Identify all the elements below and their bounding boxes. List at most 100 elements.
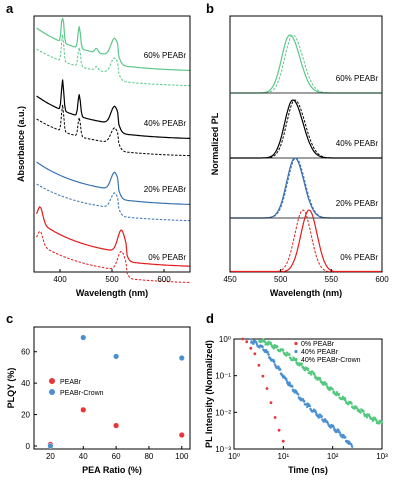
- decay-point-1: [249, 338, 252, 341]
- panel-b: b 60% PEABr 40% PEABr 20% PEABr 0% PEABr 45…: [206, 1, 389, 298]
- pl-line-solid-3: [230, 209, 382, 273]
- x-axis-label-d: Time (ns): [288, 465, 328, 475]
- legend-marker-d-1: [294, 349, 298, 354]
- decay-point-1: [351, 445, 354, 448]
- plqy-point-peabr: [178, 432, 185, 439]
- x-tick-label-c: 80: [144, 452, 153, 461]
- y-axis-label-c: PLQY (%): [6, 368, 16, 409]
- decay-point-2: [359, 411, 362, 414]
- legend-marker-crown: [49, 389, 55, 395]
- decay-point-1: [350, 443, 353, 446]
- pl-series-label-1: 40% PEABr: [336, 139, 379, 148]
- decay-point-2: [331, 388, 334, 391]
- legend-c: PEABr PEABr-Crown: [49, 378, 104, 397]
- x-tick-label-d: 10¹: [278, 452, 290, 461]
- decay-point-0: [257, 363, 261, 367]
- pl-series-label-0: 60% PEABr: [336, 74, 379, 83]
- decay-point-1: [344, 436, 347, 439]
- x-axis-label-a: Wavelength (nm): [76, 288, 148, 298]
- absorbance-series-label-0: 60% PEABr: [144, 51, 187, 60]
- plqy-point-crown: [113, 353, 120, 360]
- decay-point-2: [347, 403, 350, 406]
- decay-point-1: [320, 415, 323, 418]
- panel-label-d: d: [206, 311, 214, 326]
- decay-point-1: [302, 398, 305, 401]
- absorbance-series-label-3: 0% PEABr: [148, 253, 186, 262]
- y-tick-label-d: 10⁻¹: [215, 372, 231, 381]
- decay-point-2: [307, 367, 310, 370]
- absorbance-line-solid-2: [36, 161, 190, 205]
- x-tick-label-c: 40: [79, 452, 88, 461]
- x-tick-label-b: 500: [274, 275, 288, 284]
- x-tick-label-d: 10²: [327, 452, 339, 461]
- decay-point-2: [365, 416, 369, 419]
- x-tick-label-c: 20: [46, 452, 55, 461]
- decay-point-0: [269, 401, 273, 404]
- panel-a: a 60% PEABr 40% PEABr 20% PEABr 0% PEABr 40…: [6, 1, 191, 298]
- x-tick-label-a: 600: [157, 275, 171, 284]
- decay-point-2: [269, 341, 272, 344]
- plqy-point-crown: [47, 443, 54, 450]
- absorbance-series-labels: 60% PEABr 40% PEABr 20% PEABr 0% PEABr: [144, 51, 187, 262]
- decay-point-2: [302, 365, 305, 369]
- plqy-point-peabr: [113, 422, 120, 429]
- legend-marker-peabr: [49, 378, 55, 384]
- decay-point-1: [266, 351, 270, 354]
- decay-point-0: [249, 346, 253, 350]
- x-tick-label-d: 10⁰: [228, 452, 240, 461]
- plot-frame-c: [33, 326, 191, 450]
- decay-point-2: [276, 345, 279, 348]
- decay-point-2: [318, 377, 322, 380]
- decay-point-0: [241, 337, 245, 341]
- decay-point-2: [301, 363, 304, 366]
- decay-point-1: [334, 428, 337, 431]
- decay-point-1: [252, 342, 255, 345]
- plqy-point-crown: [178, 355, 185, 362]
- y-tick-label-d: 10⁻²: [215, 408, 231, 417]
- panel-label-a: a: [6, 1, 14, 16]
- decay-point-2: [310, 373, 313, 376]
- decay-point-2: [335, 391, 339, 394]
- y-tick-label-d: 10⁻³: [215, 445, 231, 454]
- pl-line-solid-1: [230, 99, 382, 159]
- absorbance-line-dashed-3: [36, 230, 190, 283]
- absorbance-line-solid-3: [36, 206, 190, 267]
- decay-point-1: [332, 426, 335, 429]
- decay-point-2: [380, 421, 384, 424]
- decay-point-2: [319, 379, 322, 382]
- legend-label-d-2: 40% PEABr-Crown: [301, 357, 361, 364]
- plqy-points: [47, 334, 185, 450]
- x-tick-label-a: 500: [105, 275, 119, 284]
- pl-curves: [230, 34, 382, 273]
- ticks-d: 10⁰ 10⁰ 10¹ 10⁻¹ 10² 10⁻² 10³ 10⁻³: [215, 335, 388, 461]
- y-axis-label-b: Normalized PL: [210, 112, 220, 175]
- decay-point-1: [288, 382, 292, 385]
- decay-point-2: [314, 375, 317, 378]
- y-axis-label-a: Absorbance (a.u.): [16, 106, 26, 182]
- plqy-point-peabr: [80, 406, 87, 413]
- legend-label-d-1: 40% PEABr: [301, 349, 339, 356]
- plot-frame-b: [229, 15, 383, 273]
- decay-point-2: [362, 410, 365, 413]
- decay-point-1: [291, 385, 294, 388]
- absorbance-series-label-2: 20% PEABr: [144, 185, 187, 194]
- decay-point-2: [333, 390, 336, 394]
- decay-point-1: [318, 415, 321, 419]
- decay-point-1: [285, 377, 288, 380]
- y-tick-label-c: 40: [21, 379, 30, 388]
- x-tick-label-b: 600: [375, 275, 389, 284]
- x-axis-label-c: PEA Ratio (%): [82, 465, 142, 475]
- decay-point-0: [265, 387, 269, 390]
- y-tick-label-c: 20: [21, 411, 30, 420]
- decay-point-1: [308, 405, 312, 408]
- legend-marker-d-2: [294, 357, 298, 362]
- absorbance-series-label-1: 40% PEABr: [144, 119, 187, 128]
- absorbance-line-solid-0: [36, 17, 190, 71]
- pl-series-label-3: 0% PEABr: [340, 253, 378, 262]
- decay-point-2: [378, 422, 381, 425]
- pl-line-dashed-0: [230, 34, 382, 94]
- x-tick-label-c: 60: [112, 452, 121, 461]
- x-tick-label-b: 550: [325, 275, 339, 284]
- legend-label-crown: PEABr-Crown: [60, 390, 104, 397]
- y-axis-label-d: PL Intensity (Normalized): [204, 340, 214, 448]
